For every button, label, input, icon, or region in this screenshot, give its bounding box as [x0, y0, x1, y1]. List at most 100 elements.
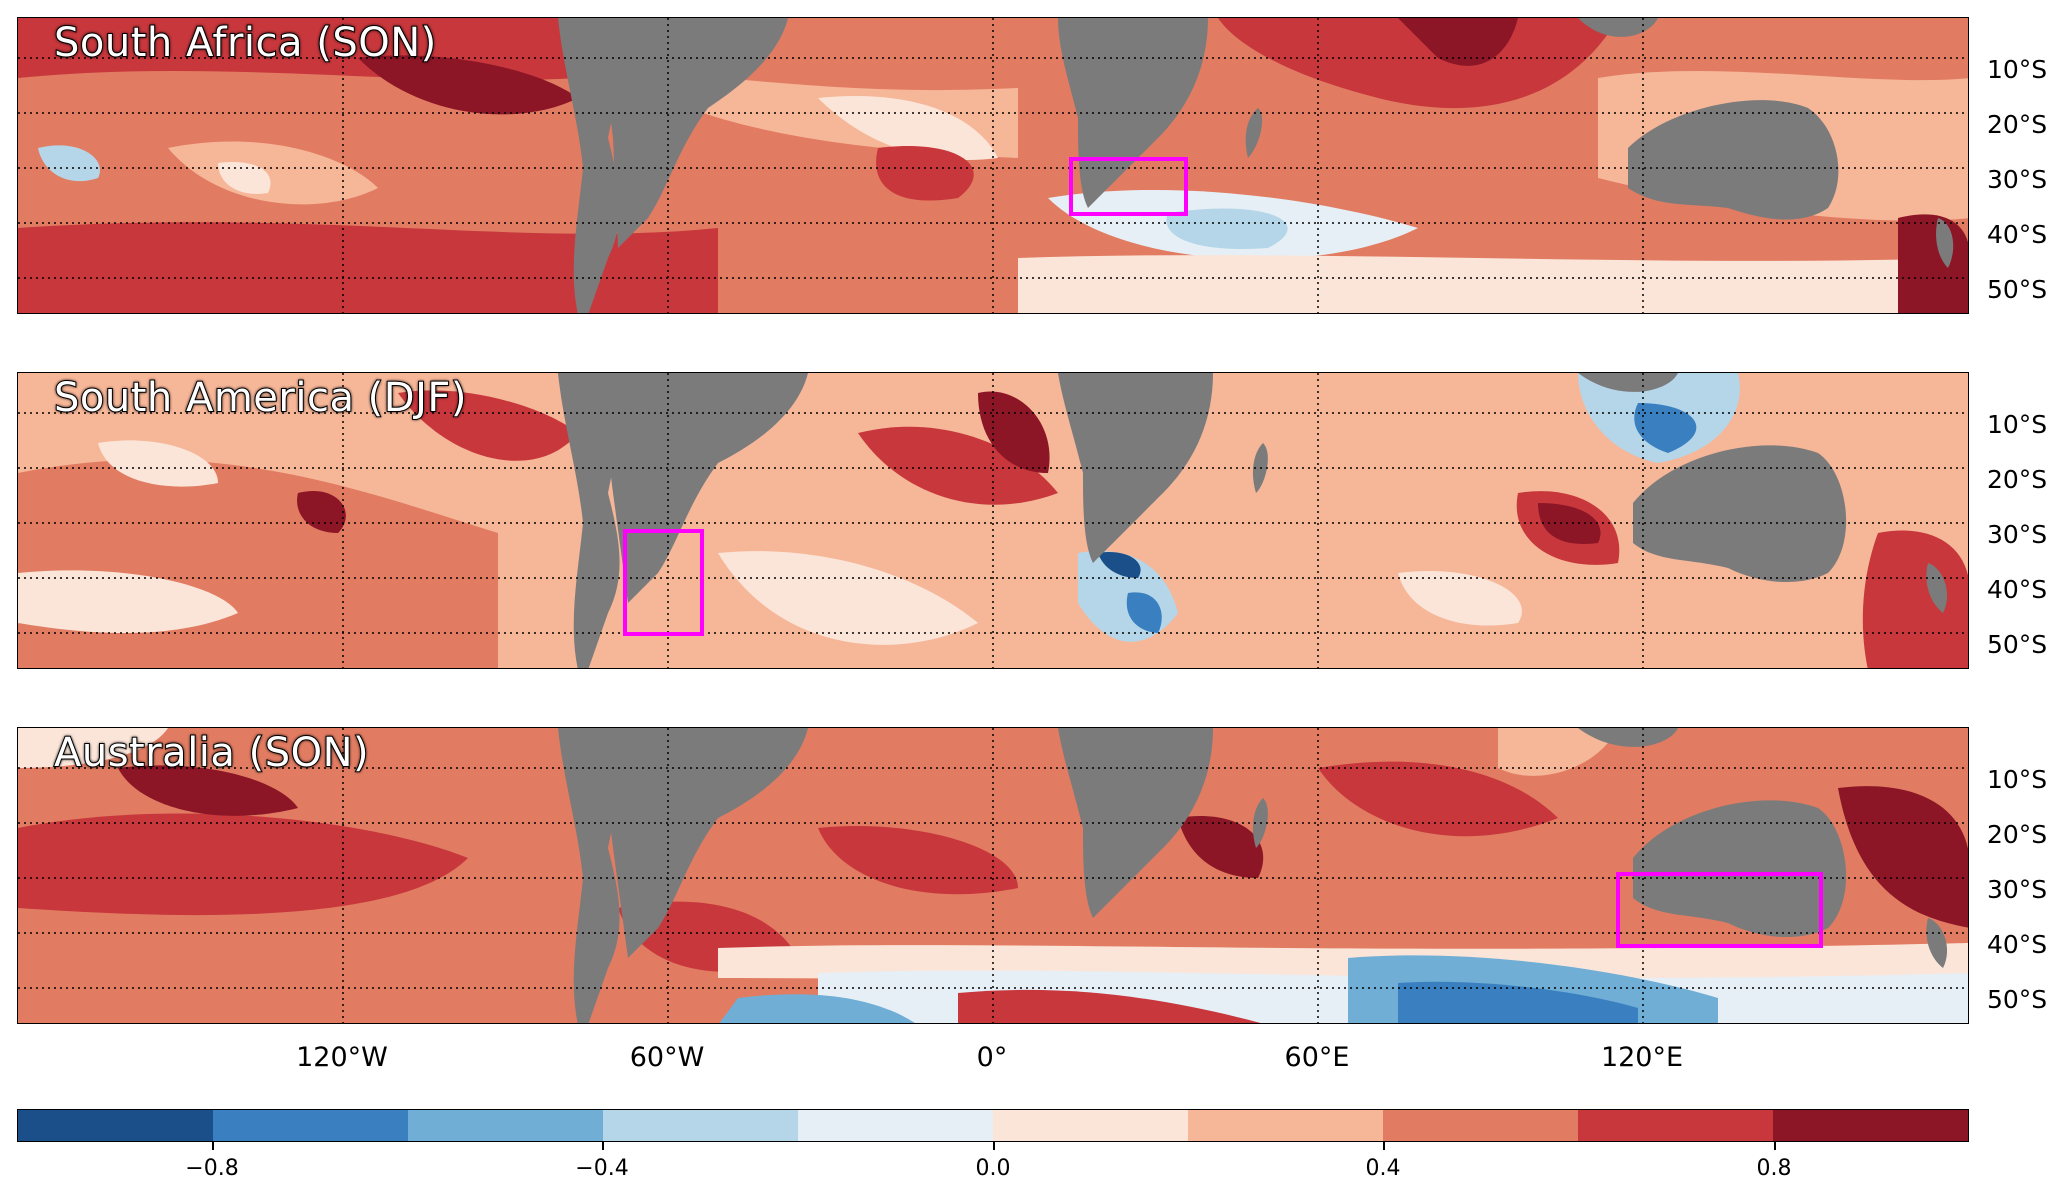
- lat-label: 10°S: [1987, 765, 2048, 794]
- lat-label: 50°S: [1987, 985, 2048, 1014]
- field-patch: [1838, 786, 1968, 928]
- lat-label: 10°S: [1987, 55, 2048, 84]
- lat-label: 50°S: [1987, 275, 2048, 304]
- field-patch: [38, 145, 100, 182]
- land-indonesia: [1578, 18, 1658, 37]
- field-patch: [1634, 403, 1697, 453]
- colorbar-segment: [213, 1110, 408, 1141]
- field-patch: [718, 551, 978, 645]
- colorbar-segment: [993, 1110, 1188, 1141]
- field-patch: [719, 994, 915, 1023]
- lon-label: 120°E: [1600, 1042, 1684, 1073]
- field-patch: [858, 426, 1058, 505]
- lat-label: 40°S: [1987, 930, 2048, 959]
- colorbar-tick-label: 0.0: [975, 1156, 1011, 1181]
- graticule: [18, 373, 1968, 668]
- lon-label: 120°W: [296, 1042, 388, 1073]
- lat-label: 40°S: [1987, 575, 2048, 604]
- land-indonesia: [1578, 373, 1678, 392]
- field-patch: [1398, 981, 1638, 1023]
- lat-label: 30°S: [1987, 165, 2048, 194]
- lat-label: 40°S: [1987, 220, 2048, 249]
- colorbar-segment: [1383, 1110, 1578, 1141]
- region-box: [623, 529, 704, 636]
- lat-label: 20°S: [1987, 820, 2048, 849]
- land-south-america: [558, 18, 622, 313]
- colorbar-tick: [993, 1142, 995, 1150]
- colorbar: [17, 1109, 1969, 1142]
- colorbar-segment: [798, 1110, 993, 1141]
- panel-title: Australia (SON): [53, 729, 370, 777]
- field-patch: [358, 55, 578, 115]
- field-patch: [1318, 761, 1558, 837]
- panel-title: South Africa (SON): [53, 19, 437, 67]
- field-patch: [1898, 214, 1968, 313]
- region-box: [1616, 872, 1823, 948]
- field-patch: [297, 491, 346, 533]
- field-patch: [18, 570, 238, 633]
- map-svg: [18, 373, 1968, 668]
- lat-label: 20°S: [1987, 110, 2048, 139]
- colorbar-segment: [18, 1110, 213, 1141]
- field-patch: [218, 162, 271, 194]
- colorbar-segment: [408, 1110, 603, 1141]
- field-patch: [978, 391, 1050, 473]
- colorbar-tick: [212, 1142, 214, 1150]
- field-band: [18, 222, 718, 313]
- land-australia: [1633, 445, 1847, 583]
- colorbar-tick-label: −0.8: [185, 1156, 239, 1181]
- field-patch: [1398, 571, 1522, 626]
- land-new-zealand: [1926, 563, 1948, 613]
- colorbar-tick: [1774, 1142, 1776, 1150]
- field-patch: [958, 989, 1261, 1023]
- field-patch: [1098, 552, 1141, 578]
- field-patch: [1398, 18, 1518, 66]
- field-patch: [818, 826, 1018, 895]
- field-patch: [1178, 816, 1264, 878]
- land-new-zealand: [1926, 918, 1948, 968]
- field-patch: [118, 765, 298, 816]
- field-band: [1018, 255, 1968, 313]
- field-patch: [1218, 18, 1618, 109]
- map-panel-australia: Australia (SON): [17, 727, 1969, 1024]
- colorbar-segment: [603, 1110, 798, 1141]
- lat-label: 50°S: [1987, 630, 2048, 659]
- lat-label: 10°S: [1987, 410, 2048, 439]
- land-south-america: [598, 373, 808, 603]
- land-south-america: [598, 18, 788, 248]
- field-patch: [818, 96, 998, 160]
- map-panel-south-africa: South Africa (SON): [17, 17, 1969, 314]
- field-patch: [18, 813, 468, 916]
- field-patch: [18, 728, 168, 768]
- land-south-america: [558, 728, 622, 1023]
- lat-label: 30°S: [1987, 520, 2048, 549]
- region-box: [1069, 157, 1188, 216]
- field-patch: [398, 390, 578, 461]
- graticule: [18, 728, 1968, 1023]
- field-patch: [1862, 530, 1968, 668]
- land-south-america: [558, 373, 622, 668]
- lat-label: 20°S: [1987, 465, 2048, 494]
- field-patch: [1126, 592, 1162, 633]
- land-indonesia: [1578, 728, 1678, 747]
- field-patch: [876, 146, 974, 201]
- panel-title: South America (DJF): [53, 374, 468, 422]
- colorbar-segment: [1578, 1110, 1773, 1141]
- colorbar-tick-label: 0.4: [1365, 1156, 1401, 1181]
- colorbar-segment: [1188, 1110, 1383, 1141]
- land-australia: [1633, 800, 1847, 938]
- land-madagascar: [1245, 108, 1263, 158]
- lon-label: 0°: [976, 1042, 1008, 1073]
- colorbar-tick: [602, 1142, 604, 1150]
- land-south-america: [598, 728, 808, 958]
- map-svg: [18, 18, 1968, 313]
- colorbar-tick-label: 0.8: [1756, 1156, 1792, 1181]
- lat-label: 30°S: [1987, 875, 2048, 904]
- map-svg: [18, 728, 1968, 1023]
- land-new-zealand: [1936, 218, 1954, 268]
- land-australia: [1628, 100, 1839, 220]
- field-patch: [1538, 503, 1601, 544]
- lon-label: 60°W: [629, 1042, 705, 1073]
- lon-label: 60°E: [1284, 1042, 1350, 1073]
- graticule: [18, 18, 1968, 313]
